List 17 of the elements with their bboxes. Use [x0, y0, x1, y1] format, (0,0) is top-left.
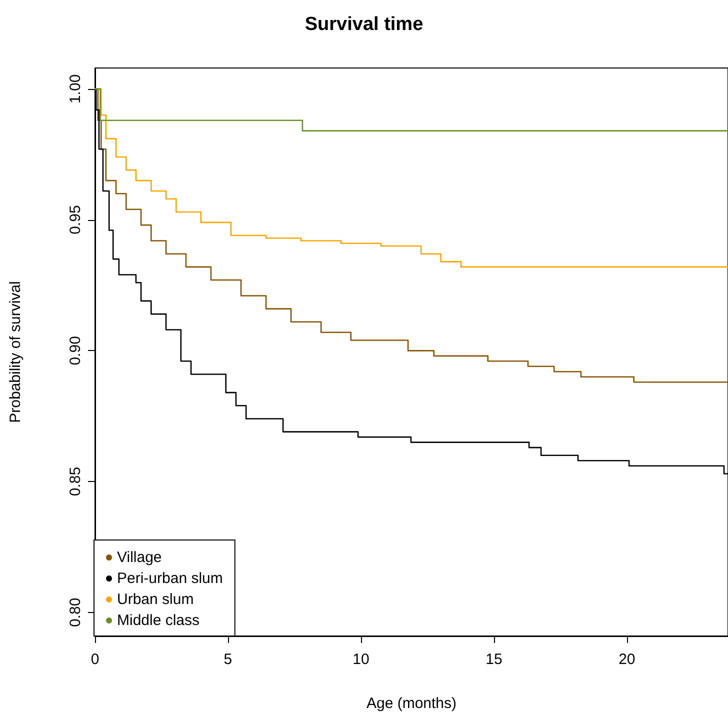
y-tick-label: 0.80 [67, 598, 84, 628]
x-tick-label: 5 [224, 651, 232, 668]
legend-label: Village [117, 549, 162, 566]
y-axis-title: Probability of survival [7, 281, 24, 423]
legend-label: Middle class [117, 612, 200, 629]
y-tick-label: 0.90 [67, 336, 84, 366]
y-tick-label: 1.00 [67, 74, 84, 104]
legend-label: Peri-urban slum [117, 570, 223, 587]
x-axis-title: Age (months) [366, 695, 457, 712]
legend-label: Urban slum [117, 591, 194, 608]
x-tick-label: 0 [90, 651, 100, 668]
chart-title: Survival time [304, 14, 424, 35]
x-tick-label: 20 [618, 651, 636, 668]
x-tick-label: 10 [352, 651, 370, 668]
x-tick-label: 15 [486, 651, 502, 668]
y-tick-label: 0.95 [67, 205, 84, 234]
y-tick-label: 0.85 [67, 466, 84, 496]
